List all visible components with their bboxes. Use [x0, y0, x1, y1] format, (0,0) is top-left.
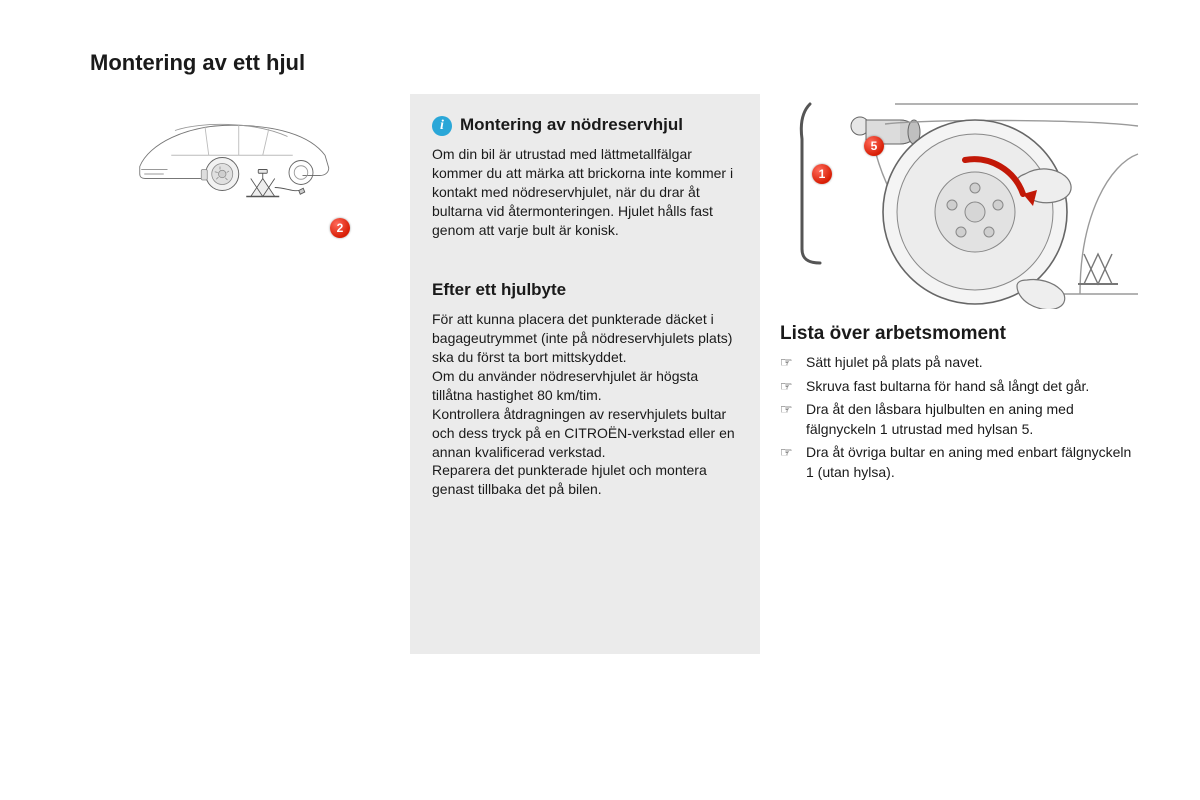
page-title: Montering av ett hjul: [90, 50, 1140, 76]
infobox-body-2b: Om du använder nödreservhjulet är högsta…: [432, 367, 738, 405]
infobox-body-2c: Kontrollera åtdragningen av reservhjulet…: [432, 405, 738, 462]
list-item: ☞Skruva fast bultarna för hand så långt …: [780, 377, 1140, 397]
car-line-art: [100, 114, 370, 204]
col-right: 1 5 Lista över arbetsmoment ☞Sätt hjulet…: [780, 94, 1140, 654]
illustration-car-jack: 2: [90, 94, 390, 264]
list-item: ☞Dra åt den låsbara hjulbulten en aning …: [780, 400, 1140, 439]
info-icon: i: [432, 116, 452, 136]
step-text: Skruva fast bultarna för hand så långt d…: [806, 377, 1140, 397]
pointer-icon: ☞: [780, 353, 806, 373]
illustration-wheel-fit: 1 5: [780, 94, 1140, 309]
step-text: Sätt hjulet på plats på navet.: [806, 353, 1140, 373]
list-item: ☞Sätt hjulet på plats på navet.: [780, 353, 1140, 373]
callout-2: 2: [330, 218, 350, 238]
pointer-icon: ☞: [780, 443, 806, 482]
infobox-body-2d: Reparera det punkterade hjulet och monte…: [432, 461, 738, 499]
pointer-icon: ☞: [780, 400, 806, 439]
infobox-body-1: Om din bil är utrustad med lättmetallfäl…: [432, 145, 738, 239]
steps-heading: Lista över arbetsmoment: [780, 323, 1140, 345]
callout-1: 1: [812, 164, 832, 184]
infobox-heading-1: Montering av nödreservhjul: [432, 114, 738, 137]
steps-list: ☞Sätt hjulet på plats på navet. ☞Skruva …: [780, 353, 1140, 487]
infobox: i Montering av nödreservhjul Om din bil …: [410, 94, 760, 654]
col-left: 2: [90, 94, 390, 654]
list-item: ☞Dra åt övriga bultar en aning med enbar…: [780, 443, 1140, 482]
pointer-icon: ☞: [780, 377, 806, 397]
wheel-line-art: [780, 94, 1140, 309]
infobox-body-2a: För att kunna placera det punkterade däc…: [432, 310, 738, 367]
col-middle: i Montering av nödreservhjul Om din bil …: [410, 94, 760, 654]
infobox-heading-2: Efter ett hjulbyte: [432, 279, 738, 302]
step-text: Dra åt övriga bultar en aning med enbart…: [806, 443, 1140, 482]
callout-5: 5: [864, 136, 884, 156]
step-text: Dra åt den låsbara hjulbulten en aning m…: [806, 400, 1140, 439]
